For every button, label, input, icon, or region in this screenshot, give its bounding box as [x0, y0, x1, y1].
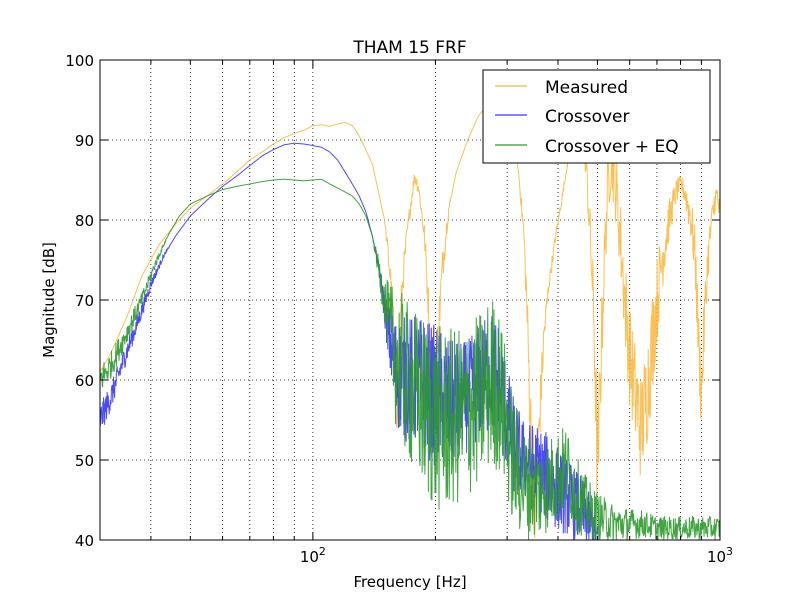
legend-label-crossover-eq: Crossover + EQ [545, 137, 679, 157]
y-tick-label: 60 [75, 372, 94, 390]
axis-ticks: 40 50 60 70 80 90 100 102 103 [65, 52, 733, 566]
y-tick-label: 40 [75, 532, 94, 550]
x-tick-label: 102 [300, 545, 326, 566]
y-axis-label: Magnitude [dB] [40, 242, 58, 358]
chart-title: THAM 15 FRF [352, 38, 466, 58]
y-tick-label: 90 [75, 132, 94, 150]
legend-label-measured: Measured [545, 78, 628, 98]
x-axis-label: Frequency [Hz] [353, 573, 466, 591]
series-line-crossover-eq [100, 178, 720, 540]
series-line-crossover [100, 142, 598, 540]
x-tick-label: 103 [707, 545, 733, 566]
y-tick-label: 50 [75, 452, 94, 470]
legend: Measured Crossover Crossover + EQ [482, 69, 711, 164]
y-tick-label: 100 [65, 52, 94, 70]
y-tick-label: 70 [75, 292, 94, 310]
legend-label-crossover: Crossover [545, 107, 630, 127]
y-tick-label: 80 [75, 212, 94, 230]
plot-frame [99, 59, 721, 541]
series-lines [100, 99, 720, 540]
series-line-measured [100, 99, 720, 538]
